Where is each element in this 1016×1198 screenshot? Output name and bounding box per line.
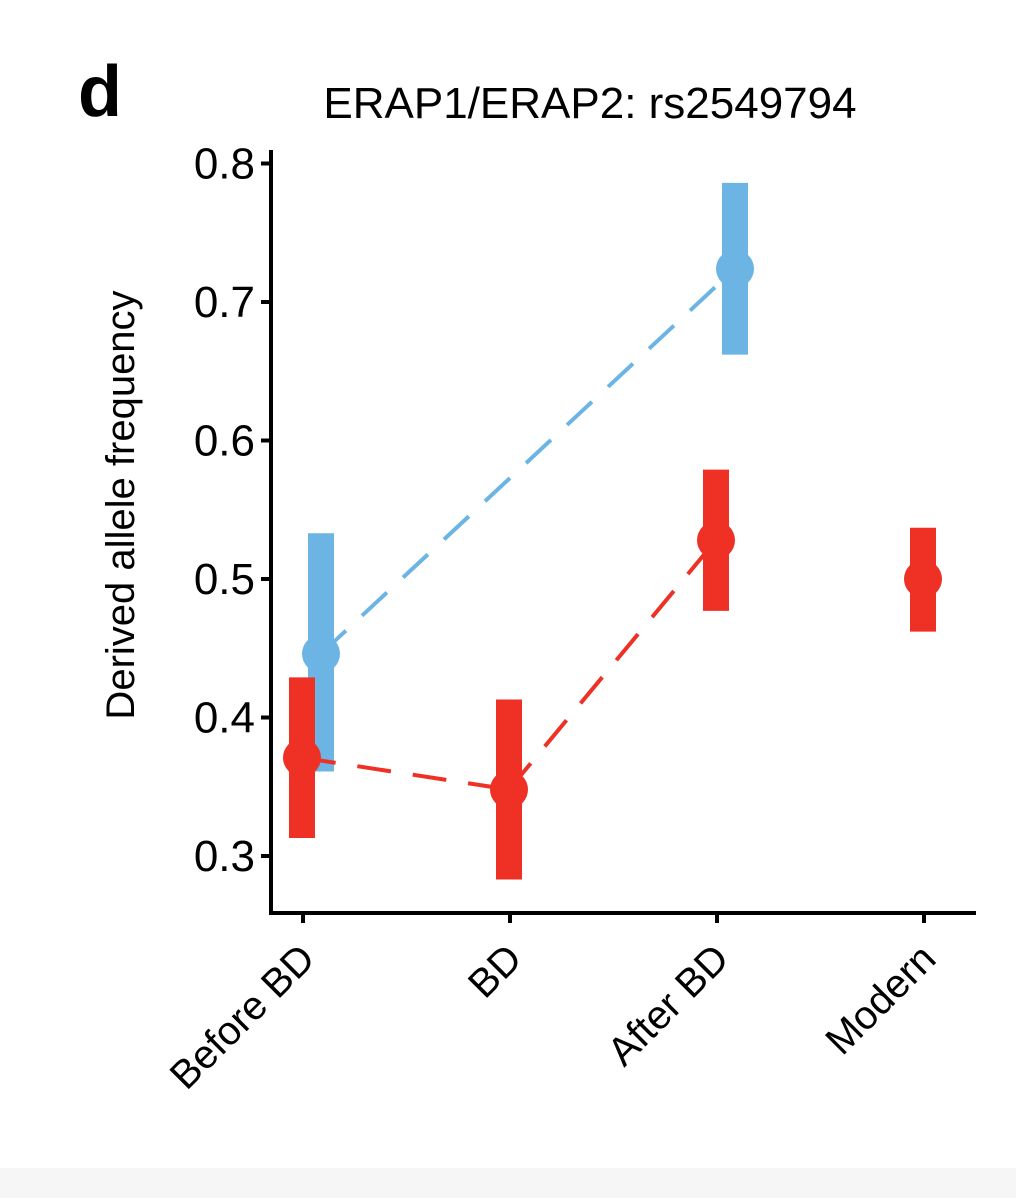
red-series-connector xyxy=(507,538,718,791)
y-tick-label: 0.8 xyxy=(194,140,255,189)
x-tick-label: BD xyxy=(460,936,530,1006)
x-tick-label: Before BD xyxy=(162,936,324,1098)
red-point-before-bd xyxy=(283,738,321,777)
y-tick-label: 0.5 xyxy=(194,555,255,604)
chart-title: ERAP1/ERAP2: rs2549794 xyxy=(323,79,856,128)
bottom-strip xyxy=(0,1168,1016,1198)
plot-area: 0.3 0.4 0.5 0.6 0.7 0.8 Before BD BD After BD Mod… xyxy=(162,140,976,1098)
y-tick-label: 0.7 xyxy=(194,278,255,327)
y-tick-label: 0.4 xyxy=(194,694,255,743)
blue-series-connector xyxy=(319,267,737,656)
blue-point-before-bd xyxy=(302,634,340,673)
red-point-modern xyxy=(904,560,942,598)
panel-label: d xyxy=(78,52,122,132)
y-axis-label: Derived allele frequency xyxy=(99,290,143,719)
x-tick-label: Modern xyxy=(817,936,944,1063)
blue-point-after-bd xyxy=(716,249,754,288)
red-point-after-bd xyxy=(697,521,735,560)
x-tick-label: After BD xyxy=(599,936,737,1074)
y-tick-label: 0.3 xyxy=(194,832,255,881)
red-point-bd xyxy=(490,770,528,809)
y-tick-label: 0.6 xyxy=(194,417,255,466)
red-series-connector xyxy=(301,755,510,792)
